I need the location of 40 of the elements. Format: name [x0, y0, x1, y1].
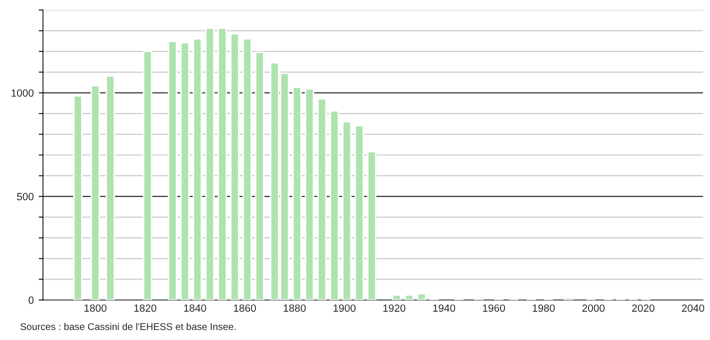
bar — [205, 28, 215, 300]
y-tick-label: 500 — [17, 192, 34, 200]
x-tick-label: 1920 — [383, 304, 406, 312]
bar — [367, 150, 376, 300]
bar — [242, 38, 252, 300]
x-tick-label: 1860 — [234, 304, 256, 312]
bar — [90, 85, 100, 300]
x-tick-label: 1800 — [84, 304, 106, 312]
y-tick-label: 1000 — [12, 89, 34, 97]
bar — [354, 125, 364, 300]
bar — [218, 28, 227, 300]
x-tick-label: 1900 — [334, 304, 356, 312]
bar — [230, 33, 240, 300]
bar — [416, 293, 426, 300]
bar — [192, 38, 202, 300]
x-tick-label: 1980 — [532, 304, 555, 312]
x-tick-label: 1940 — [433, 304, 456, 312]
bar — [330, 110, 340, 300]
bar — [292, 86, 302, 300]
y-tick-label: 0 — [28, 296, 34, 304]
bar — [304, 88, 314, 300]
x-tick-label: 2020 — [632, 304, 654, 312]
source-note: Sources : base Cassini de l'EHESS et base Insee. — [20, 322, 236, 330]
x-tick-label: 2040 — [682, 304, 704, 312]
x-tick-label: 1880 — [284, 304, 306, 312]
bar — [106, 75, 115, 300]
x-tick-label: 1820 — [134, 304, 156, 312]
bar — [392, 294, 402, 300]
bar — [564, 297, 574, 300]
x-tick-label: 2000 — [582, 304, 605, 312]
bar — [255, 52, 264, 300]
bar — [180, 42, 190, 300]
bar — [404, 294, 414, 300]
bar — [73, 95, 83, 300]
x-tick-label: 1840 — [184, 304, 206, 312]
bar — [317, 98, 327, 300]
bar — [168, 40, 178, 300]
bar — [342, 121, 352, 300]
x-tick-label: 1960 — [483, 304, 505, 312]
bar — [142, 50, 152, 300]
